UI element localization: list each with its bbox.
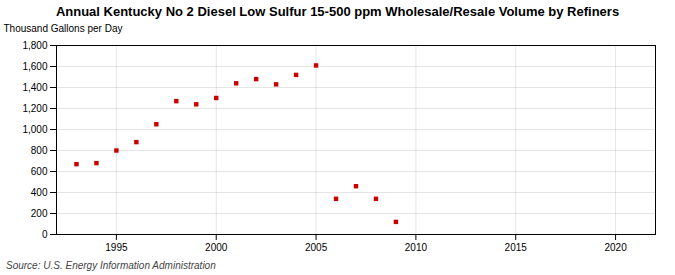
svg-text:0: 0 — [42, 229, 48, 240]
svg-text:1,000: 1,000 — [22, 124, 47, 135]
svg-text:1,400: 1,400 — [22, 82, 47, 93]
svg-text:1,600: 1,600 — [22, 61, 47, 72]
svg-text:2010: 2010 — [405, 242, 428, 253]
svg-text:Thousand Gallons per Day: Thousand Gallons per Day — [4, 23, 123, 34]
svg-text:200: 200 — [31, 208, 48, 219]
svg-text:1,800: 1,800 — [22, 40, 47, 51]
svg-text:1,200: 1,200 — [22, 103, 47, 114]
svg-text:600: 600 — [31, 166, 48, 177]
svg-text:2005: 2005 — [305, 242, 328, 253]
svg-text:2000: 2000 — [205, 242, 228, 253]
svg-text:800: 800 — [31, 145, 48, 156]
svg-text:400: 400 — [31, 187, 48, 198]
svg-text:1995: 1995 — [105, 242, 128, 253]
html-text:Source: U.S. Energy Informatio: Source: U.S. Energy Information Administ… — [6, 260, 216, 271]
html-text:Annual Kentucky No 2 Diesel Lo: Annual Kentucky No 2 Diesel Low Sulfur 1… — [55, 4, 620, 19]
svg-text:2015: 2015 — [505, 242, 528, 253]
svg-text:2020: 2020 — [604, 242, 627, 253]
